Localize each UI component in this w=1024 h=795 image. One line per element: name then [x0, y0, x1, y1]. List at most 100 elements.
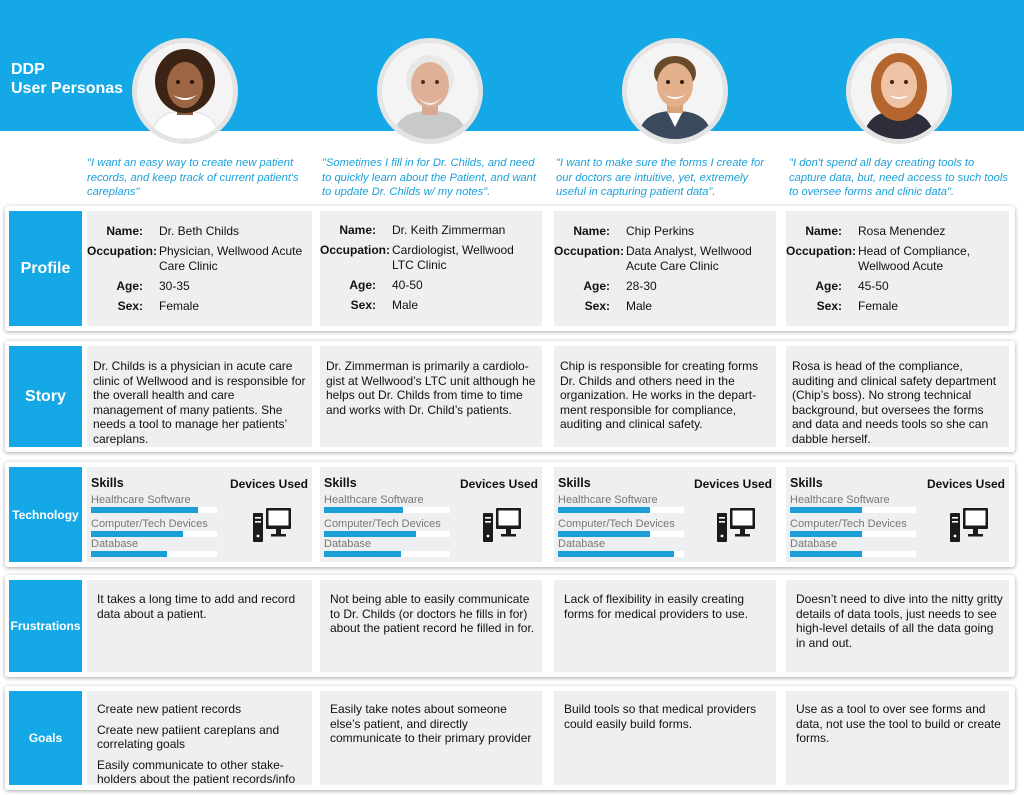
desktop-computer-icon — [252, 507, 292, 543]
avatar-persona-3 — [622, 38, 728, 144]
story-card: Dr. Childs is a physician in acute care … — [87, 346, 312, 447]
skill-meter: Healthcare Software — [558, 494, 684, 513]
devices-used-heading: Devices Used — [459, 477, 538, 491]
skill-label: Computer/Tech Devices — [91, 518, 208, 530]
persona-occupation: Data Analyst, Wellwood Acute Care Clinic — [626, 244, 752, 273]
skill-label: Database — [558, 538, 606, 550]
skill-meter: Computer/Tech Devices — [91, 518, 217, 537]
age-label: Age: — [116, 279, 143, 293]
persona-sex: Female — [159, 299, 200, 313]
persona-occupation: Cardiologist, Wellwood LTC Clinic — [392, 243, 514, 272]
desktop-computer-icon — [949, 507, 989, 543]
persona-quote: "I want an easy way to create new patien… — [87, 157, 299, 198]
persona-age: 30-35 — [159, 279, 190, 293]
technology-card: Skills Devices Used Healthcare Software Com… — [554, 467, 776, 562]
name-label: Name: — [805, 224, 842, 238]
persona-occupation: Head of Compliance, Wellwood Acute — [858, 244, 971, 273]
skill-meter: Database — [324, 538, 450, 557]
skill-bar-fill — [91, 531, 183, 537]
technology-card: Skills Devices Used Healthcare Software Com… — [786, 467, 1009, 562]
row-label-frustrations: Frustrations — [9, 580, 82, 672]
skill-label: Computer/Tech Devices — [324, 518, 441, 530]
goal-item: Easily take notes about someone else’s p… — [330, 702, 532, 746]
skill-bar-track — [558, 551, 684, 557]
persona-name: Chip Perkins — [626, 224, 695, 238]
skill-bar-track — [790, 531, 916, 537]
profile-card: Name: Rosa Menendez Occupation: Head of Co… — [786, 211, 1009, 326]
story-card: Rosa is head of the compliance, auditing… — [786, 346, 1009, 447]
name-label: Name: — [573, 224, 610, 238]
skill-label: Computer/Tech Devices — [558, 518, 675, 530]
skills-heading: Skills — [558, 476, 591, 490]
goal-item: Use as a tool to over see forms and data… — [796, 702, 1001, 746]
persona-story: Rosa is head of the compliance, auditing… — [792, 359, 997, 446]
occupation-label: Occupation: — [554, 244, 625, 258]
persona-quote: "Sometimes I fill in for Dr. Childs, and… — [322, 157, 536, 198]
skill-label: Healthcare Software — [790, 494, 890, 506]
frustrations-row: Frustrations It takes a long time to add… — [5, 575, 1015, 677]
goals-card: Create new patient records Create new pa… — [87, 691, 312, 787]
goal-item: Build tools so that medical providers co… — [564, 702, 757, 731]
skill-label: Healthcare Software — [91, 494, 191, 506]
title-line-1: DDP — [11, 61, 45, 78]
goals-row: Goals Create new patient records Create … — [5, 686, 1015, 790]
persona-frustrations: It takes a long time to add and record d… — [97, 592, 296, 621]
skill-meter: Database — [790, 538, 916, 557]
row-label-story: Story — [9, 346, 82, 447]
skill-label: Database — [91, 538, 139, 550]
goals-card: Use as a tool to over see forms and data… — [786, 691, 1009, 785]
skill-label: Database — [790, 538, 838, 550]
name-label: Name: — [339, 223, 376, 237]
skill-bar-track — [558, 507, 684, 513]
skill-label: Database — [324, 538, 372, 550]
goals-card: Easily take notes about someone else’s p… — [320, 691, 542, 785]
skill-meter: Database — [558, 538, 684, 557]
skill-meter: Database — [91, 538, 217, 557]
persona-frustrations: Not being able to easily communicate to … — [330, 592, 535, 636]
title-line-2: User Personas — [11, 80, 124, 97]
desktop-computer-icon — [716, 507, 756, 543]
skills-heading: Skills — [91, 476, 124, 490]
persona-name: Dr. Keith Zimmerman — [392, 223, 506, 237]
skill-meter: Computer/Tech Devices — [324, 518, 450, 537]
skill-bar-fill — [790, 551, 862, 557]
profile-card: Name: Chip Perkins Occupation: Data Analys… — [554, 211, 776, 326]
name-label: Name: — [106, 224, 143, 238]
persona-frustrations: Doesn’t need to dive into the nitty grit… — [796, 592, 1003, 650]
technology-card: Skills Devices Used Healthcare Software Com… — [87, 467, 312, 562]
persona-name: Dr. Beth Childs — [159, 224, 240, 238]
persona-quote: "I don't spend all day creating tools to… — [789, 157, 1008, 198]
goal-item: Easily communicate to other stake-holder… — [97, 757, 296, 787]
row-label-goals: Goals — [9, 691, 82, 785]
frustrations-card: It takes a long time to add and record d… — [87, 580, 312, 672]
sex-label: Sex: — [117, 299, 143, 313]
skills-heading: Skills — [324, 476, 357, 490]
senior-male-portrait-icon — [382, 43, 478, 139]
goal-item: Create new patient records — [97, 702, 242, 716]
persona-name: Rosa Menendez — [858, 224, 946, 238]
skill-bar-fill — [324, 507, 404, 513]
sex-label: Sex: — [816, 299, 842, 313]
age-label: Age: — [583, 279, 610, 293]
goals-card: Build tools so that medical providers co… — [554, 691, 776, 785]
occupation-label: Occupation: — [87, 244, 158, 258]
row-label-technology: Technology — [9, 467, 82, 562]
persona-quote: "I want to make sure the forms I create … — [556, 157, 764, 198]
skill-bar-track — [324, 551, 450, 557]
age-label: Age: — [349, 278, 376, 292]
skill-bar-fill — [91, 507, 199, 513]
skill-label: Healthcare Software — [558, 494, 658, 506]
persona-age: 28-30 — [626, 279, 657, 293]
skills-heading: Skills — [790, 476, 823, 490]
skill-bar-fill — [558, 531, 650, 537]
desktop-computer-icon — [482, 507, 522, 543]
profile-card: Name: Dr. Beth Childs Occupation: Physicia… — [87, 211, 312, 326]
skill-label: Healthcare Software — [324, 494, 424, 506]
frustrations-card: Lack of flexibility in easily creating f… — [554, 580, 776, 672]
frustrations-card: Doesn’t need to dive into the nitty grit… — [786, 580, 1009, 672]
skill-bar-track — [91, 507, 217, 513]
skill-bar-track — [324, 507, 450, 513]
devices-used-heading: Devices Used — [693, 477, 772, 491]
male-analyst-portrait-icon — [627, 43, 723, 139]
skill-bar-track — [558, 531, 684, 537]
